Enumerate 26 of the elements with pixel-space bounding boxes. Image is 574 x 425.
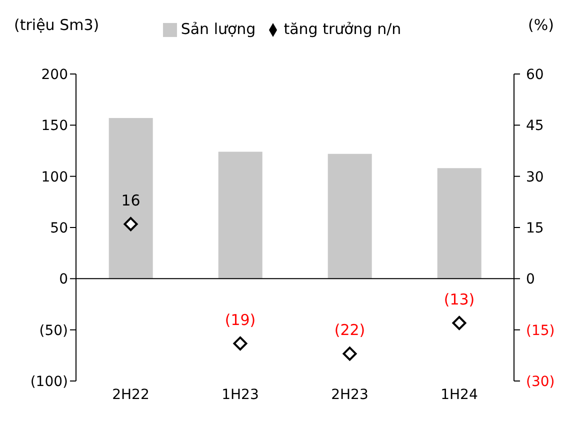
legend-label: tăng trưởng n/n [284, 20, 402, 38]
y-tick-label: 50 [50, 220, 68, 236]
y-tick-label: (100) [30, 374, 68, 390]
y-tick-label: 150 [41, 118, 68, 134]
data-label: (13) [444, 290, 475, 308]
x-tick-label: 1H23 [222, 386, 259, 403]
data-label: (19) [224, 310, 256, 329]
data-label: 16 [121, 192, 140, 210]
y-tick-label: (50) [39, 322, 68, 339]
legend-label: Sản lượng [180, 20, 256, 38]
y2-tick-label: 30 [526, 169, 544, 186]
data-label: (22) [334, 321, 366, 340]
y-tick-label: 100 [41, 169, 68, 186]
y2-tick-label: (30) [526, 374, 555, 390]
y-tick-label: 200 [41, 66, 68, 83]
y2-tick-label: 0 [526, 272, 535, 288]
y2-tick-label: 15 [526, 220, 544, 236]
x-tick-label: 1H24 [440, 386, 478, 403]
y2-axis-title: (%) [528, 16, 554, 34]
y2-tick-label: (15) [526, 322, 555, 339]
x-tick-label: 2H23 [331, 386, 368, 403]
y-axis-title: (triệu Sm3) [14, 16, 100, 34]
x-tick-label: 2H22 [112, 386, 150, 403]
y2-tick-label: 45 [526, 118, 544, 134]
y-tick-label: 0 [59, 272, 68, 288]
y2-tick-label: 60 [526, 67, 544, 83]
